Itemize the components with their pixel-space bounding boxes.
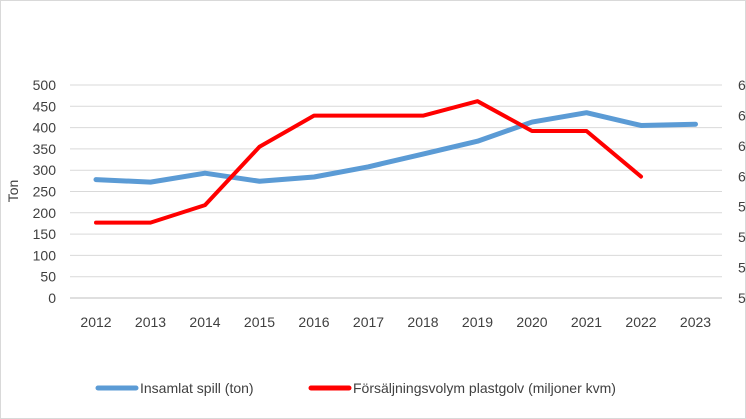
y2-tick-label: 6: [738, 138, 746, 154]
y2-tick-label: 5: [738, 260, 746, 276]
series-line-0: [93, 110, 698, 185]
x-tick-label: 2022: [625, 314, 656, 330]
y-tick-label: 350: [33, 141, 57, 157]
y-tick-label: 50: [40, 269, 56, 285]
x-tick-label: 2012: [80, 314, 111, 330]
x-tick-label: 2014: [189, 314, 220, 330]
y-axis-label: Ton: [5, 180, 21, 203]
left-axis-ticks: 0 50 100 150 200 250 300 350 400 450 500: [33, 77, 57, 306]
right-axis-ticks: 5 5 5 5 6 6 6 6: [738, 77, 746, 306]
y-tick-label: 100: [33, 247, 57, 263]
x-tick-label: 2015: [244, 314, 275, 330]
y-tick-label: 0: [48, 290, 56, 306]
y-tick-label: 250: [33, 184, 57, 200]
x-tick-label: 2020: [516, 314, 547, 330]
x-axis-ticks: 2012 2013 2014 2015 2016 2017 2018 2019 2020 2021…: [80, 314, 711, 330]
x-tick-label: 2013: [135, 314, 166, 330]
y-tick-label: 200: [33, 205, 57, 221]
y-tick-label: 400: [33, 120, 57, 136]
x-tick-label: 2019: [462, 314, 493, 330]
y2-tick-label: 6: [738, 107, 746, 123]
x-tick-label: 2018: [407, 314, 438, 330]
x-tick-label: 2021: [571, 314, 602, 330]
legend-label-forsaljningsvolym: Försäljningsvolym plastgolv (miljoner kv…: [353, 380, 616, 396]
y-tick-label: 300: [33, 162, 57, 178]
y2-tick-label: 6: [738, 168, 746, 184]
x-tick-label: 2016: [298, 314, 329, 330]
y-tick-label: 150: [33, 226, 57, 242]
x-tick-label: 2017: [353, 314, 384, 330]
legend: Insamlat spill (ton) Försäljningsvolym p…: [95, 380, 616, 396]
y-tick-label: 500: [33, 77, 57, 93]
y2-tick-label: 5: [738, 229, 746, 245]
y2-tick-label: 6: [738, 77, 746, 93]
gridlines: [70, 84, 722, 299]
legend-label-insamlat-spill: Insamlat spill (ton): [140, 380, 254, 396]
y2-tick-label: 5: [738, 290, 746, 306]
series-layer: [93, 99, 698, 225]
x-tick-label: 2023: [680, 314, 711, 330]
y2-tick-label: 5: [738, 199, 746, 215]
y-tick-label: 450: [33, 98, 57, 114]
